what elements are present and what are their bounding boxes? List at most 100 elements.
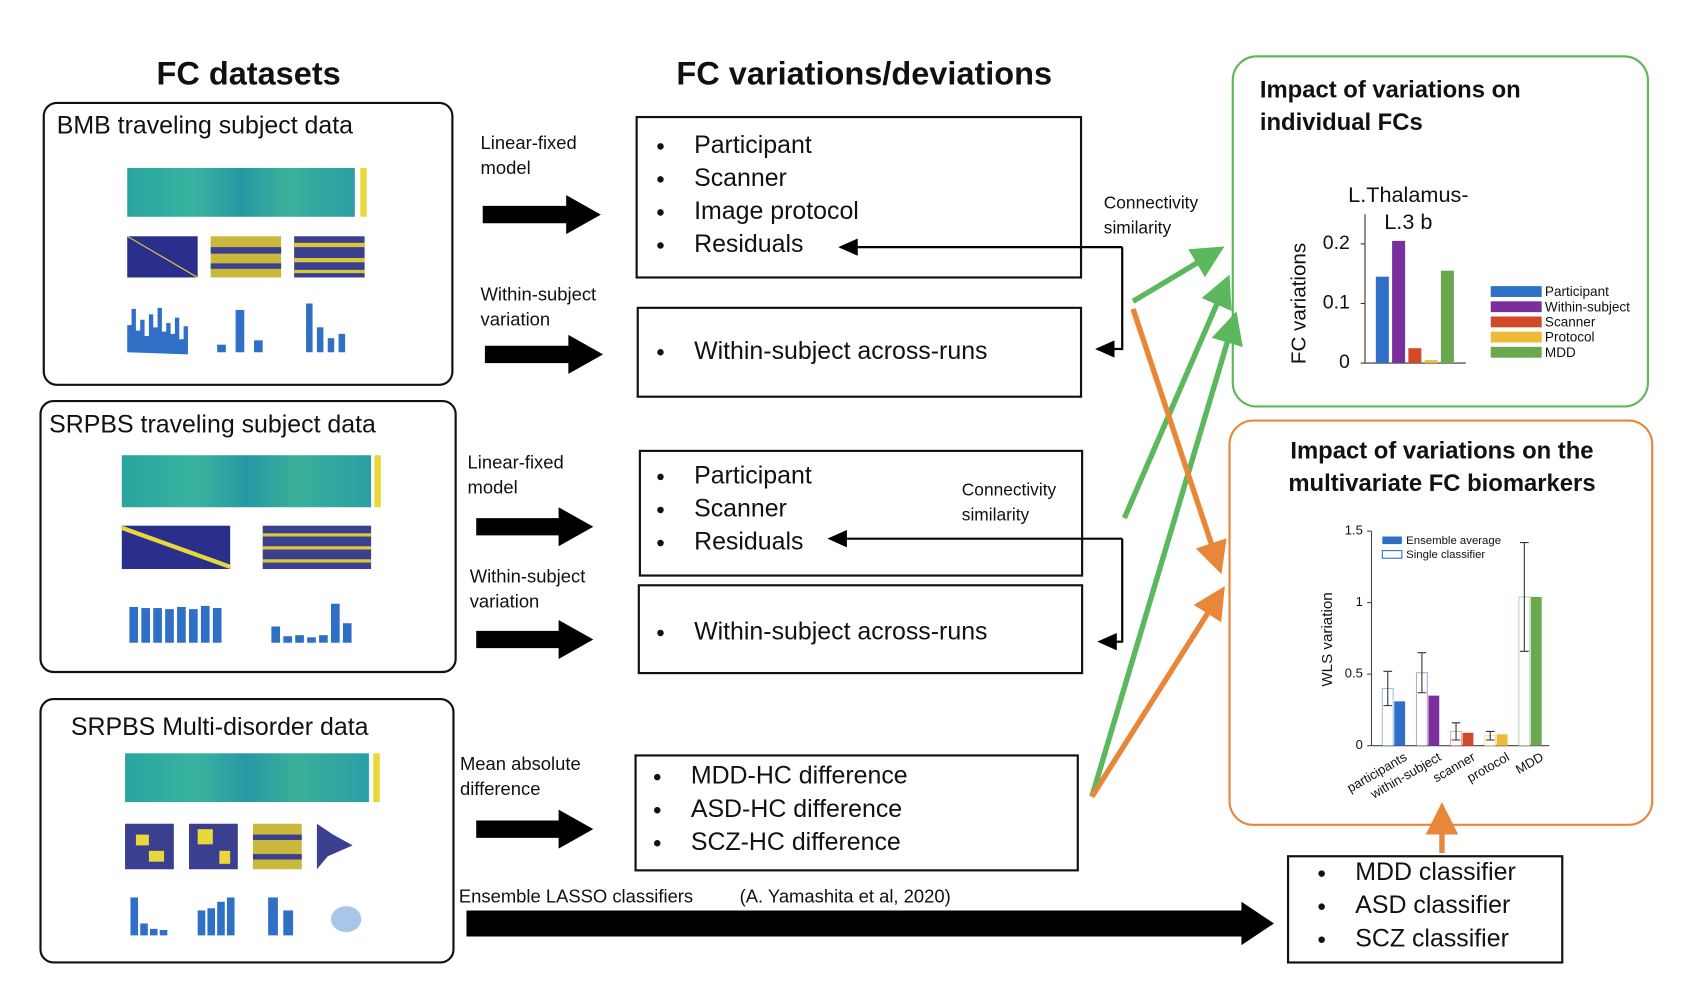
- dataset-box: [42, 101, 454, 386]
- error-bar: [1383, 670, 1393, 707]
- legend-label: Single classifier: [1406, 549, 1485, 561]
- similarity-label: similarity: [1104, 217, 1172, 237]
- list-item: Scanner: [694, 164, 787, 192]
- legend-label: Within-subject: [1545, 299, 1630, 314]
- thumbnail: [126, 168, 367, 355]
- y-tick-label: 0: [1356, 737, 1363, 752]
- similarity-connectors: [827, 238, 1124, 651]
- axis-label: FC variations: [1287, 243, 1310, 364]
- arrow-label: model: [481, 157, 531, 178]
- list-item: Participant: [694, 131, 812, 159]
- arrow-label: model: [468, 477, 518, 498]
- bullet: [657, 539, 664, 547]
- bullet: [657, 242, 664, 249]
- arrow-label: Mean absolute: [460, 753, 581, 774]
- panel-title: individual FCs: [1260, 109, 1423, 136]
- list-item: Participant: [694, 461, 812, 489]
- error-bar: [1520, 542, 1529, 652]
- bar: [1424, 360, 1438, 364]
- chart-title: L.Thalamus-: [1348, 182, 1468, 207]
- heading: FC datasets: [157, 55, 341, 91]
- bullet: [653, 840, 661, 847]
- y-tick-label: 0: [1339, 351, 1350, 373]
- variation-box: [638, 449, 1084, 577]
- arrow-label: Linear-fixed: [468, 452, 564, 473]
- bullet: [657, 209, 664, 216]
- bullet: [657, 473, 664, 481]
- y-tick-label: 0.1: [1323, 292, 1350, 314]
- legend-swatch: [1382, 536, 1402, 545]
- legend-swatch: [1381, 550, 1403, 559]
- bullet: [653, 773, 661, 781]
- variation-box: [634, 754, 1079, 872]
- list-item: MDD classifier: [1355, 858, 1516, 886]
- ensemble-bar: [1462, 732, 1474, 746]
- list-item: Scanner: [694, 495, 787, 523]
- bullet: [657, 143, 664, 150]
- arrow-label: Linear-fixed: [481, 132, 577, 153]
- dataset-title: BMB traveling subject data: [57, 111, 353, 139]
- arrow-label: variation: [470, 590, 540, 611]
- arrow-label: Within-subject: [481, 284, 597, 305]
- bullet: [657, 506, 664, 514]
- ensemble-bar: [1530, 596, 1542, 746]
- bullet: [657, 629, 664, 637]
- list-item: Residuals: [694, 528, 803, 556]
- similarity-label: Connectivity: [962, 480, 1057, 500]
- error-bar: [1417, 652, 1427, 694]
- similarity-label: Connectivity: [1104, 192, 1199, 212]
- bullet: [1318, 903, 1325, 910]
- ensemble-bar: [1428, 695, 1440, 746]
- panel-title: Impact of variations on the: [1290, 437, 1593, 464]
- arrow-label: Within-subject: [470, 566, 586, 587]
- arrow-label: Ensemble LASSO classifiers: [459, 885, 693, 906]
- error-bar: [1451, 722, 1461, 741]
- legend-label: MDD: [1545, 345, 1576, 360]
- arrow-label: variation: [481, 309, 551, 330]
- list-item: ASD-HC difference: [691, 795, 902, 823]
- heading: FC variations/deviations: [676, 55, 1052, 91]
- bar: [1408, 348, 1422, 364]
- legend-label: Scanner: [1545, 315, 1596, 330]
- list-item: MDD-HC difference: [691, 762, 908, 790]
- variation-box: [637, 584, 1084, 675]
- legend-swatch: [1490, 316, 1542, 328]
- dataset-box: [39, 399, 457, 674]
- classifier-box: [1286, 855, 1564, 964]
- bullet: [657, 176, 664, 183]
- y-tick-label: 1: [1356, 594, 1363, 609]
- dataset-title: SRPBS traveling subject data: [49, 411, 376, 439]
- bar: [1375, 276, 1389, 364]
- ensemble-bar: [1496, 734, 1508, 746]
- list-item: Within-subject across-runs: [694, 618, 987, 646]
- bar: [1392, 240, 1406, 364]
- error-bar: [1485, 730, 1495, 741]
- panel-title: multivariate FC biomarkers: [1288, 470, 1595, 497]
- list-item: SCZ-HC difference: [691, 828, 901, 856]
- legend-swatch: [1490, 346, 1542, 358]
- similarity-label: similarity: [962, 505, 1030, 525]
- legend-swatch: [1490, 301, 1542, 313]
- legend-label: Ensemble average: [1406, 535, 1501, 547]
- axis-label: WLS variation: [1319, 592, 1336, 686]
- list-item: Residuals: [694, 230, 803, 258]
- bullet: [1318, 936, 1325, 943]
- y-tick-label: 0.2: [1323, 232, 1350, 254]
- thumbnail: [121, 455, 381, 643]
- thick-arrows: [466, 195, 1274, 946]
- arrow-label: difference: [460, 778, 541, 799]
- y-tick-label: 1.5: [1345, 523, 1363, 538]
- ensemble-bar: [1394, 701, 1406, 746]
- legend-swatch: [1490, 331, 1542, 343]
- thumbnail: [125, 753, 380, 936]
- variation-box: [636, 306, 1083, 398]
- list-item: ASD classifier: [1355, 891, 1510, 919]
- bullet: [1318, 870, 1325, 877]
- variation-box: [635, 115, 1083, 279]
- dataset-title: SRPBS Multi-disorder data: [71, 713, 369, 741]
- legend-label: Participant: [1545, 284, 1609, 299]
- bullet: [653, 806, 661, 814]
- legend-swatch: [1490, 286, 1542, 297]
- citation: (A. Yamashita et al, 2020): [740, 885, 951, 906]
